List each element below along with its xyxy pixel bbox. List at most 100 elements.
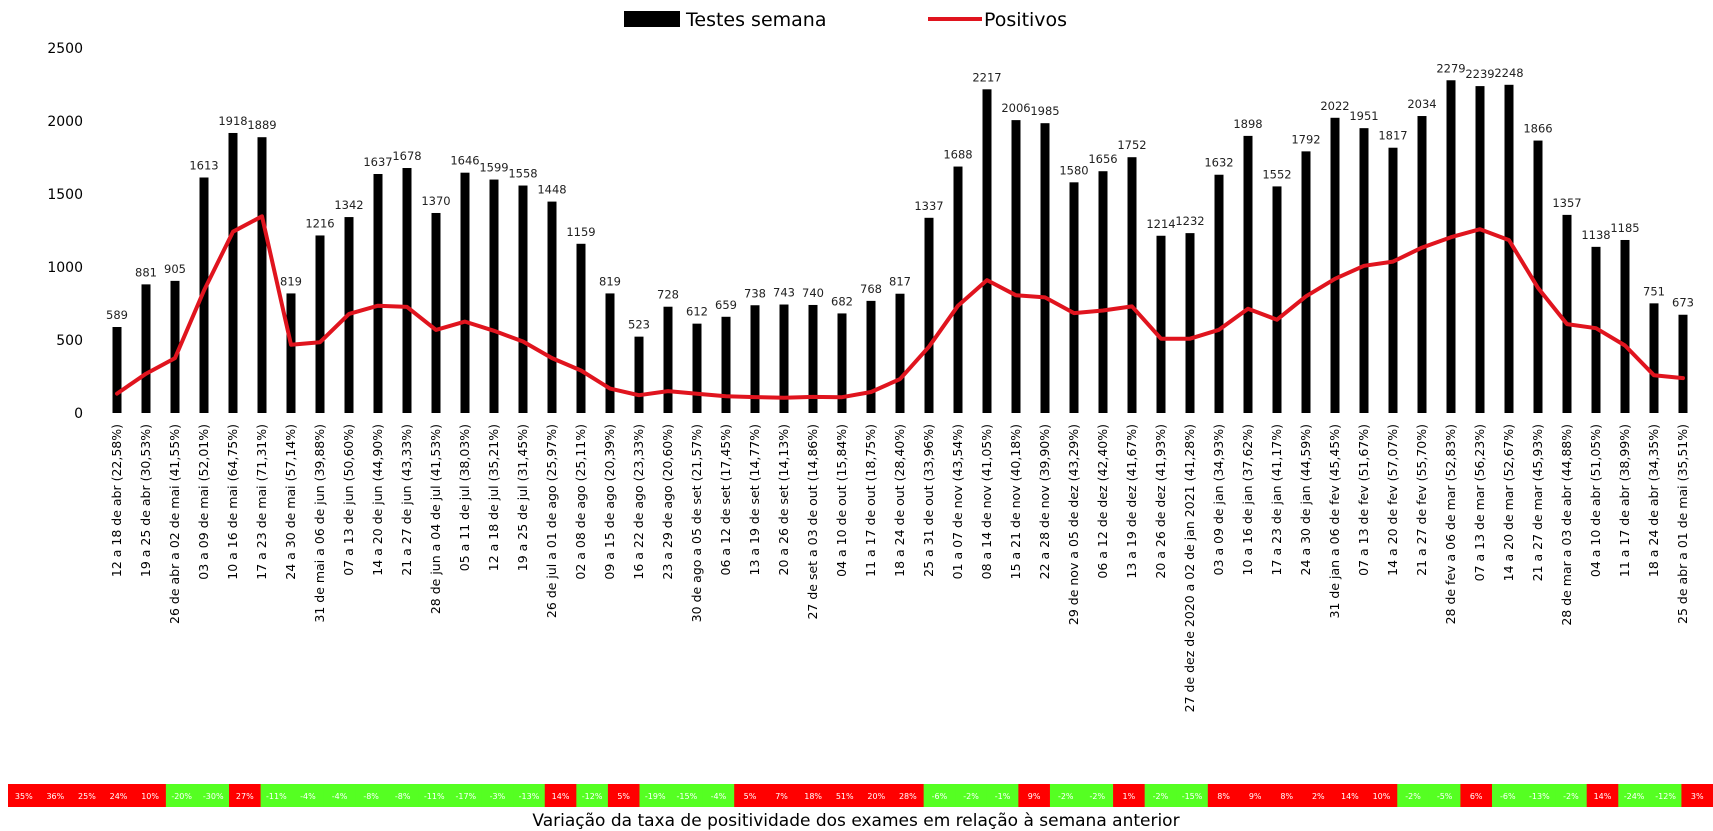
bar: [1330, 117, 1340, 414]
x-tick-label: 24 a 30 de mai (57,14%): [283, 424, 298, 580]
x-tick-label: 20 a 26 de dez (41,93%): [1153, 424, 1168, 579]
variation-cell: [1113, 784, 1146, 807]
variation-cell: [418, 784, 451, 807]
x-tick-label: 13 a 19 de set (14,77%): [747, 424, 762, 575]
line-series: [115, 214, 1685, 400]
variation-cell: [165, 784, 198, 807]
bar: [1417, 116, 1427, 413]
x-tick-label: 28 de mar a 03 de abr (44,88%): [1559, 424, 1574, 626]
variation-cell-label: -12%: [582, 792, 603, 801]
bar: [402, 168, 412, 413]
legend-label-bars: Testes semana: [685, 9, 826, 31]
x-tick-label: 14 a 20 de fev (57,07%): [1385, 424, 1400, 576]
x-tick-label: 06 a 12 de set (17,45%): [718, 424, 733, 575]
variation-cell-label: 8%: [1280, 792, 1293, 801]
x-tick-label: 29 de nov a 05 de dez (43,29%): [1066, 424, 1081, 625]
variation-cell-label: -13%: [519, 792, 540, 801]
variation-cell-label: 3%: [1691, 792, 1704, 801]
variation-cell-label: -30%: [203, 792, 224, 801]
variation-cell: [8, 784, 41, 807]
variation-cell-label: -2%: [1405, 792, 1421, 801]
x-tick-label: 16 a 22 de ago (23,33%): [631, 424, 646, 580]
bar: [808, 304, 818, 413]
bar-value-label: 1656: [1088, 152, 1117, 166]
x-tick-label: 11 a 17 de out (18,75%): [863, 424, 878, 577]
bar: [750, 305, 760, 413]
bar-value-label: 768: [860, 282, 882, 296]
bar: [837, 313, 847, 413]
variation-cell: [828, 784, 861, 807]
x-tick-label: 06 a 12 de dez (42,40%): [1095, 424, 1110, 579]
variation-cell: [797, 784, 830, 807]
x-tick-label: 03 a 09 de mai (52,01%): [196, 424, 211, 580]
variation-cell-label: 7%: [775, 792, 788, 801]
bar-value-label: 1214: [1146, 217, 1175, 231]
bar: [1359, 128, 1369, 414]
x-tick-label: 17 a 23 de jan (41,17%): [1269, 424, 1284, 575]
variation-cell: [1618, 784, 1651, 807]
variation-cell-label: 51%: [836, 792, 854, 801]
bar: [1272, 186, 1282, 413]
bar: [1185, 233, 1195, 413]
bar: [460, 172, 470, 413]
bar-value-label: 1889: [247, 118, 276, 132]
bar: [1214, 174, 1224, 413]
bar: [576, 243, 586, 413]
variation-cell: [260, 784, 293, 807]
variation-cell-label: 36%: [46, 792, 64, 801]
variation-cell-label: -24%: [1624, 792, 1645, 801]
bar-value-label: 881: [135, 265, 157, 279]
bar-value-label: 523: [628, 318, 650, 332]
bar-value-label: 905: [164, 262, 186, 276]
variation-cell-label: -11%: [424, 792, 445, 801]
bar-value-label: 751: [1643, 284, 1665, 298]
x-tick-label: 17 a 23 de mai (71,31%): [254, 424, 269, 580]
y-tick-label: 1500: [47, 187, 83, 203]
bar-value-label: 1817: [1378, 129, 1407, 143]
variation-cell: [1681, 784, 1713, 807]
variation-cell-label: -6%: [932, 792, 948, 801]
variation-cell-label: -5%: [1437, 792, 1453, 801]
variation-cell-label: -1%: [995, 792, 1011, 801]
bar-value-label: 819: [599, 274, 621, 288]
y-tick-label: 500: [56, 333, 83, 349]
bar-value-label: 1558: [508, 167, 537, 181]
x-tick-label: 19 a 25 de jul (31,45%): [515, 424, 530, 571]
variation-cell: [892, 784, 925, 807]
variation-cell: [1555, 784, 1588, 807]
bar-value-label: 817: [889, 275, 911, 289]
x-tick-label: 10 a 16 de mai (64,75%): [225, 424, 240, 580]
x-tick-label: 19 a 25 de abr (30,53%): [138, 424, 153, 577]
variation-cell: [1049, 784, 1083, 807]
bar-value-label: 2239: [1465, 67, 1494, 81]
bar: [605, 293, 615, 413]
variation-cell: [607, 784, 640, 807]
variation-cell-label: 25%: [78, 792, 96, 801]
x-tick-label: 14 a 20 de jun (44,90%): [370, 424, 385, 576]
bar-value-label: 2022: [1320, 99, 1349, 113]
variation-cell: [450, 784, 483, 807]
bar: [1011, 120, 1021, 414]
variation-cell-label: -15%: [677, 792, 698, 801]
variation-cell-label: -4%: [711, 792, 727, 801]
variation-cell: [1207, 784, 1240, 807]
variation-cell-label: -2%: [1090, 792, 1106, 801]
variation-cell: [1523, 784, 1556, 807]
variation-cell: [292, 784, 325, 807]
x-tick-label: 31 de jan a 06 de fev (45,45%): [1327, 424, 1342, 619]
bar-value-label: 1232: [1175, 214, 1204, 228]
variation-cell-label: -13%: [1529, 792, 1550, 801]
bar-value-label: 1342: [334, 198, 363, 212]
x-tick-label: 01 a 07 de nov (43,54%): [950, 424, 965, 579]
variation-cell-label: 14%: [1341, 792, 1359, 801]
x-tick-label: 12 a 18 de jul (35,21%): [486, 424, 501, 571]
bar-value-label: 1951: [1349, 109, 1378, 123]
bar: [982, 89, 992, 414]
x-tick-label: 22 a 28 de nov (39,90%): [1037, 424, 1052, 579]
bar: [1156, 235, 1166, 413]
variation-cell-label: -15%: [1182, 792, 1203, 801]
bar-value-label: 1448: [537, 183, 566, 197]
variation-cell-label: -8%: [363, 792, 379, 801]
variation-cell-label: -3%: [490, 792, 506, 801]
